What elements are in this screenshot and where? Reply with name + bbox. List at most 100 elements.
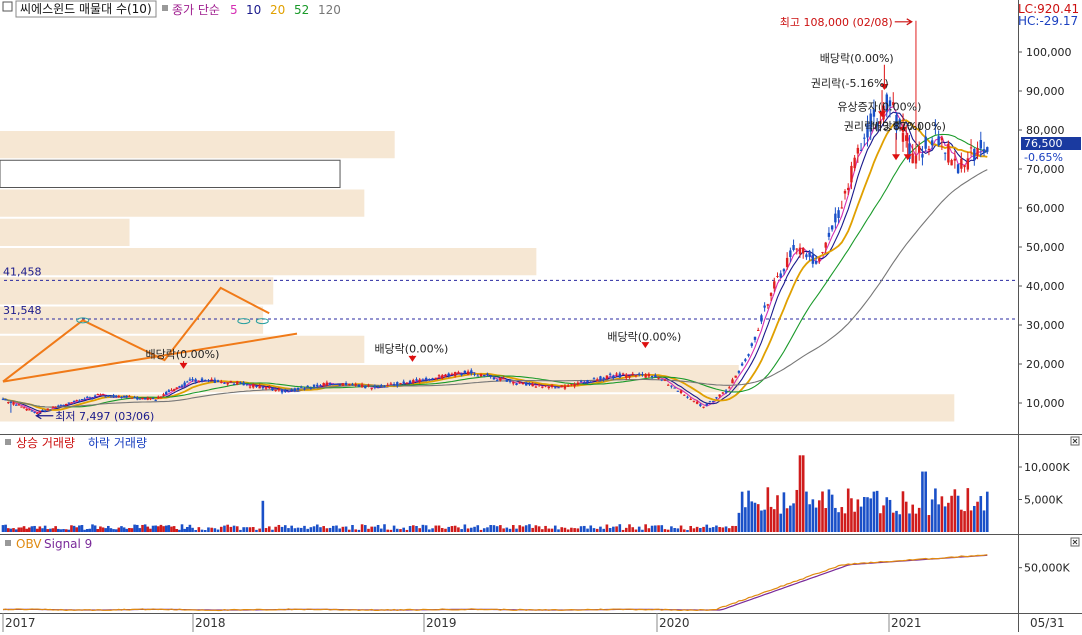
candle-body xyxy=(376,387,380,389)
candle-body xyxy=(188,379,192,381)
volume-bar xyxy=(122,527,126,532)
candle-body xyxy=(167,390,171,392)
candle-body xyxy=(583,381,586,383)
volume-bar xyxy=(676,528,680,532)
price-axis: 10,000 20,000 30,000 40,000 50,000 60,000 70,0… xyxy=(1018,46,1072,410)
volume-profile-bar xyxy=(0,365,739,393)
time-tick-label: 2020 xyxy=(659,616,690,630)
volume-bar xyxy=(306,528,309,532)
volume-bar xyxy=(450,526,454,532)
volume-bar xyxy=(35,528,39,532)
candle-body xyxy=(518,381,521,383)
candle-body xyxy=(596,379,599,382)
volume-bar xyxy=(162,526,165,532)
volume-bar xyxy=(1,525,5,532)
volume-bar xyxy=(508,528,512,532)
candle-body xyxy=(93,395,97,397)
candle-body xyxy=(274,390,277,392)
candle-body xyxy=(885,94,888,112)
volume-bar xyxy=(185,527,189,532)
candle-body xyxy=(180,385,184,387)
volume-bar xyxy=(59,529,63,532)
candle-body xyxy=(524,382,528,386)
volume-bar xyxy=(792,503,795,532)
volume-toggle-icon[interactable] xyxy=(5,439,11,445)
volume-bar xyxy=(466,528,470,532)
volume-bar xyxy=(357,529,361,532)
chart-title: 씨에스윈드 매물대 수(10) xyxy=(20,2,152,16)
candle-body xyxy=(46,408,49,410)
volume-bar xyxy=(557,529,560,532)
volume-legend-down: 하락 거래량 xyxy=(88,436,147,450)
candle-body xyxy=(138,398,142,400)
candle-body xyxy=(950,160,953,166)
volume-bar xyxy=(866,497,869,532)
volume-bar xyxy=(56,528,60,532)
candle-body xyxy=(143,397,147,400)
event-arrow-head xyxy=(641,342,650,349)
candle-body xyxy=(424,377,428,380)
candle-body xyxy=(258,385,261,389)
candle-body xyxy=(592,378,596,380)
candle-body xyxy=(692,400,696,402)
candle-body xyxy=(969,147,973,149)
volume-bar xyxy=(197,527,201,532)
volume-bar xyxy=(421,524,425,532)
candle-body xyxy=(91,397,94,399)
time-tick-label: 2019 xyxy=(426,616,457,630)
candle-body xyxy=(316,384,319,387)
candle-body xyxy=(847,187,850,191)
event-arrow-head xyxy=(878,111,887,118)
chart-title-box[interactable] xyxy=(15,0,157,18)
volume-bar xyxy=(950,495,953,532)
volume-bar xyxy=(88,528,92,532)
volume-bar xyxy=(859,506,863,532)
candle-body xyxy=(544,385,547,387)
candle-body xyxy=(657,377,660,379)
candle-body xyxy=(441,375,444,379)
candle-body xyxy=(255,386,258,388)
volume-bar xyxy=(782,492,786,532)
volume-bar xyxy=(141,524,144,532)
candle-body xyxy=(924,136,927,149)
candle-body xyxy=(412,380,415,383)
volume-bar xyxy=(402,527,405,532)
trend-line xyxy=(2,286,270,383)
volume-bar xyxy=(747,490,750,532)
candle-body xyxy=(875,123,879,127)
candle-body xyxy=(818,258,821,261)
candle-body xyxy=(911,153,914,164)
volume-bar xyxy=(544,525,547,532)
candle-body xyxy=(908,143,911,159)
candle-body xyxy=(966,158,970,170)
candle-body xyxy=(734,375,737,378)
ma-toggle-icon[interactable] xyxy=(162,5,168,11)
max-arrow xyxy=(894,18,913,26)
candle-body xyxy=(418,379,421,382)
volume-bar xyxy=(615,526,618,532)
volume-bar xyxy=(470,527,473,532)
volume-bar xyxy=(360,524,364,532)
volume-bar xyxy=(553,525,557,532)
candle-body xyxy=(328,383,332,385)
candle-body xyxy=(940,137,944,141)
volume-bar xyxy=(979,496,983,532)
volume-bar xyxy=(476,525,480,532)
candle-body xyxy=(973,148,976,161)
candle-body xyxy=(49,409,52,411)
volume-bar xyxy=(573,528,576,532)
candle-body xyxy=(753,336,757,340)
volume-bar xyxy=(6,528,10,532)
volume-bar xyxy=(830,494,834,532)
candle-body xyxy=(512,382,515,384)
volume-bar xyxy=(344,526,348,532)
candle-body xyxy=(25,408,28,411)
obv-toggle-icon[interactable] xyxy=(5,540,11,546)
volume-bar xyxy=(898,514,902,532)
title-toggle-icon[interactable] xyxy=(2,1,13,12)
volume-bar xyxy=(692,528,696,532)
volume-bar xyxy=(682,529,686,532)
candle-body xyxy=(483,374,486,377)
volume-bar xyxy=(274,526,277,532)
volume-bar xyxy=(621,529,625,532)
